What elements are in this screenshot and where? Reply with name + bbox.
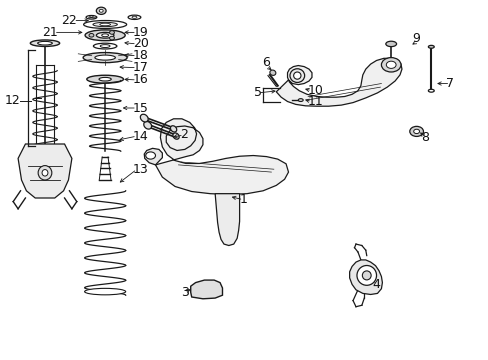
Ellipse shape [86, 15, 97, 19]
Ellipse shape [385, 41, 396, 46]
Text: 13: 13 [133, 163, 148, 176]
Ellipse shape [84, 288, 125, 295]
Circle shape [409, 126, 423, 136]
Polygon shape [215, 194, 239, 246]
Ellipse shape [38, 166, 52, 180]
Ellipse shape [85, 30, 125, 41]
Text: 5: 5 [253, 86, 261, 99]
Circle shape [381, 58, 400, 72]
Text: 19: 19 [133, 26, 148, 39]
Text: 10: 10 [307, 84, 323, 97]
Text: 15: 15 [133, 102, 148, 114]
Circle shape [145, 152, 155, 159]
Text: 11: 11 [307, 95, 323, 108]
Polygon shape [18, 144, 72, 198]
Ellipse shape [83, 21, 126, 28]
Ellipse shape [30, 40, 60, 46]
Ellipse shape [83, 53, 127, 63]
Text: 14: 14 [133, 130, 148, 143]
Text: 16: 16 [133, 73, 148, 86]
Text: 4: 4 [372, 278, 380, 291]
Ellipse shape [128, 15, 141, 19]
Ellipse shape [100, 23, 110, 26]
Ellipse shape [42, 170, 48, 176]
Text: 8: 8 [421, 131, 428, 144]
Circle shape [89, 33, 94, 37]
Text: 22: 22 [61, 14, 77, 27]
Ellipse shape [269, 70, 275, 75]
Ellipse shape [356, 266, 376, 285]
Text: 7: 7 [446, 77, 453, 90]
Ellipse shape [93, 22, 117, 27]
Ellipse shape [100, 45, 110, 48]
Polygon shape [155, 119, 288, 194]
Ellipse shape [95, 55, 115, 60]
Ellipse shape [298, 99, 303, 102]
Circle shape [109, 31, 114, 34]
Ellipse shape [102, 34, 108, 37]
Ellipse shape [293, 72, 301, 79]
Polygon shape [276, 58, 401, 106]
Ellipse shape [427, 45, 433, 48]
Ellipse shape [362, 271, 370, 280]
Text: 12: 12 [5, 94, 20, 107]
Text: 17: 17 [133, 61, 148, 74]
Circle shape [386, 61, 395, 68]
Text: 6: 6 [262, 57, 270, 69]
Circle shape [99, 9, 103, 12]
Circle shape [413, 129, 419, 134]
Ellipse shape [132, 16, 137, 18]
Text: 3: 3 [181, 286, 188, 299]
Ellipse shape [170, 126, 176, 132]
Ellipse shape [427, 89, 433, 92]
Ellipse shape [143, 121, 151, 129]
Polygon shape [190, 280, 222, 299]
Text: 1: 1 [239, 193, 247, 206]
Ellipse shape [96, 32, 114, 38]
Ellipse shape [93, 43, 117, 49]
Ellipse shape [99, 77, 111, 81]
Ellipse shape [87, 75, 123, 83]
Text: 2: 2 [180, 129, 187, 141]
Ellipse shape [38, 41, 52, 45]
Ellipse shape [140, 114, 148, 122]
Text: 20: 20 [133, 37, 148, 50]
Text: 18: 18 [133, 49, 148, 62]
Circle shape [109, 36, 114, 40]
Polygon shape [144, 148, 162, 165]
Ellipse shape [173, 133, 179, 139]
Circle shape [96, 7, 106, 14]
Text: 9: 9 [412, 32, 420, 45]
Polygon shape [349, 260, 382, 294]
Text: 21: 21 [42, 26, 58, 39]
Ellipse shape [289, 69, 304, 82]
